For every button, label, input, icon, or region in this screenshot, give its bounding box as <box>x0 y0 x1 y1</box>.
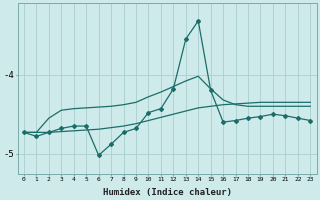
X-axis label: Humidex (Indice chaleur): Humidex (Indice chaleur) <box>103 188 232 197</box>
